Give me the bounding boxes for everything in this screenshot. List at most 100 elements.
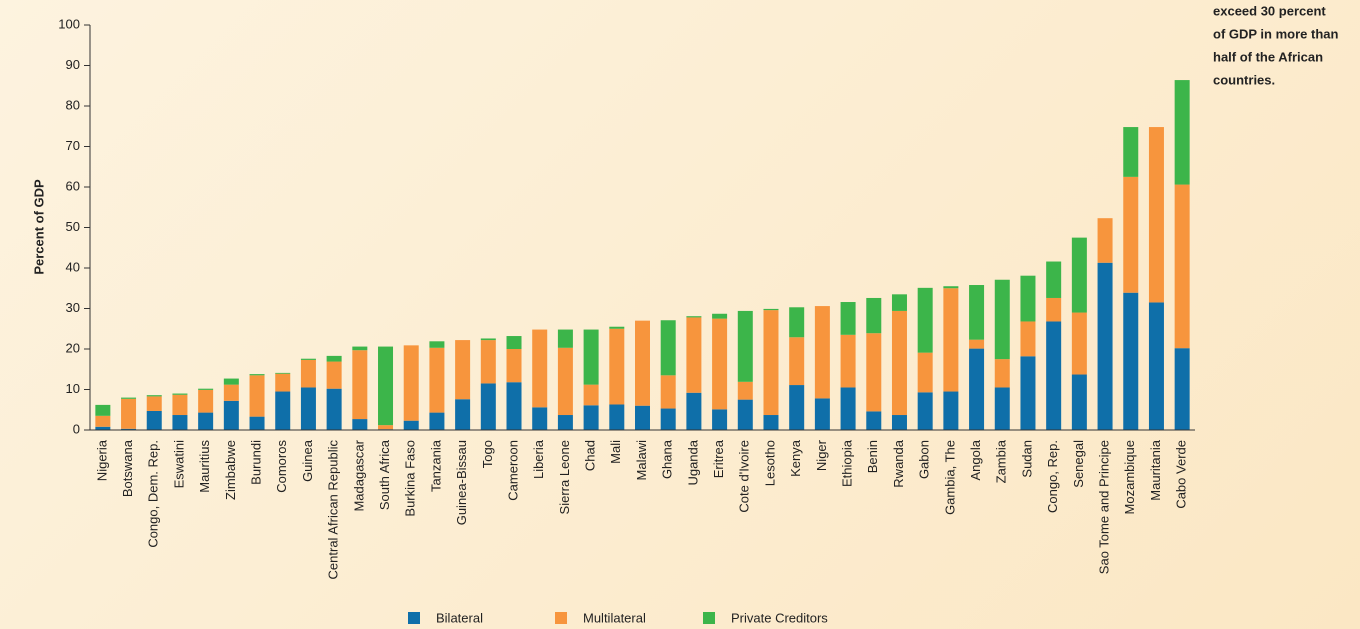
x-tick-label: Niger: [814, 439, 829, 471]
bar-segment: [172, 393, 188, 395]
y-tick-label: 20: [66, 340, 80, 355]
bar-segment: [480, 383, 496, 430]
bar-segment: [1174, 184, 1190, 349]
bar-segment: [763, 415, 779, 430]
bar-segment: [480, 340, 496, 384]
x-tick-label: South Africa: [377, 439, 392, 510]
x-tick-label: Cabo Verde: [1174, 440, 1189, 509]
bar-segment: [1046, 261, 1062, 298]
bar-segment: [146, 410, 162, 430]
bar-segment: [326, 388, 342, 430]
bar-segment: [943, 288, 959, 392]
bar-segment: [532, 407, 548, 430]
bar-segment: [146, 395, 162, 397]
x-tick-label: Congo, Rep.: [1045, 440, 1060, 513]
bar-segment: [146, 396, 162, 411]
bar-segment: [660, 320, 676, 376]
bar-segment: [223, 384, 239, 401]
bar-segment: [532, 329, 548, 408]
x-tick-label: Gabon: [917, 440, 932, 479]
bar-segment: [840, 387, 856, 430]
x-tick-label: Kenya: [788, 439, 803, 477]
bar-segment: [1020, 321, 1036, 357]
y-axis-label: Percent of GDP: [31, 179, 46, 275]
bar-segment: [1097, 218, 1113, 263]
bar-segment: [1020, 275, 1036, 322]
bar-segment: [300, 387, 316, 430]
bar-segment: [326, 355, 342, 362]
x-tick-label: Guinea: [300, 439, 315, 482]
x-tick-label: Tanzania: [428, 439, 443, 492]
x-tick-label: Senegal: [1071, 440, 1086, 488]
x-tick-label: Sao Tome and Principe: [1096, 440, 1111, 574]
bar-segment: [326, 361, 342, 389]
x-tick-label: Gambia, The: [942, 440, 957, 515]
x-tick-label: Central African Republic: [326, 440, 341, 580]
bar-segment: [455, 340, 471, 400]
bar-segment: [352, 346, 368, 351]
legend-swatch: [408, 612, 420, 624]
bar-segment: [994, 359, 1010, 388]
bar-segment: [763, 308, 779, 311]
bar-segment: [95, 404, 111, 416]
bar-segment: [1071, 312, 1087, 375]
bar-segment: [686, 317, 702, 393]
bar-segment: [660, 375, 676, 409]
bar-segment: [121, 398, 137, 429]
bar-segment: [352, 419, 368, 430]
bar-segment: [455, 399, 471, 430]
bar-segment: [866, 297, 882, 334]
x-tick-label: Ethiopia: [840, 439, 855, 487]
x-tick-label: Ghana: [660, 439, 675, 479]
legend-swatch: [703, 612, 715, 624]
x-tick-label: Eswatini: [171, 440, 186, 489]
x-tick-label: Chad: [583, 440, 598, 471]
x-tick-label: Togo: [480, 440, 495, 468]
x-tick-label: Sudan: [1019, 440, 1034, 478]
bar-segment: [609, 326, 625, 329]
x-tick-label: Burkina Faso: [403, 440, 418, 517]
annotation: countries.: [1213, 72, 1275, 87]
bar-segment: [249, 374, 265, 376]
bar-segment: [429, 412, 445, 430]
bar-segment: [223, 378, 239, 385]
bar-segment: [249, 416, 265, 430]
x-tick-label: Cote d'Ivoire: [737, 440, 752, 513]
bar-segment: [557, 347, 573, 416]
bar-segment: [223, 400, 239, 430]
x-tick-label: Uganda: [685, 439, 700, 485]
bar-segment: [557, 329, 573, 348]
bar-segment: [712, 313, 728, 319]
bar-segment: [686, 392, 702, 430]
x-tick-label: Mauritius: [197, 440, 212, 493]
bar-segment: [1071, 374, 1087, 430]
bar-segment: [814, 306, 830, 399]
bar-segment: [789, 307, 805, 338]
bar-segment: [917, 392, 933, 430]
x-tick-label: Malawi: [634, 440, 649, 481]
bar-segment: [917, 287, 933, 353]
bar-segment: [1123, 292, 1139, 430]
x-tick-label: Mozambique: [1122, 440, 1137, 514]
bar-segment: [686, 316, 702, 318]
bar-segment: [712, 409, 728, 430]
bar-segment: [1046, 297, 1062, 322]
bar-segment: [1174, 80, 1190, 185]
bar-segment: [506, 349, 522, 383]
bar-segment: [1123, 176, 1139, 293]
annotation: exceed 30 percent: [1213, 3, 1326, 18]
bar-segment: [814, 398, 830, 430]
x-tick-label: Botswana: [120, 439, 135, 497]
bar-segment: [275, 391, 291, 430]
legend-swatch: [555, 612, 567, 624]
y-tick-label: 100: [58, 16, 80, 31]
annotation: half of the African: [1213, 49, 1323, 64]
bar-segment: [1148, 302, 1164, 430]
bar-segment: [943, 391, 959, 430]
bar-segment: [969, 339, 985, 349]
bar-segment: [737, 381, 753, 400]
bar-segment: [275, 373, 291, 392]
annotation: of GDP in more than: [1213, 26, 1338, 41]
bar-segment: [300, 358, 316, 360]
